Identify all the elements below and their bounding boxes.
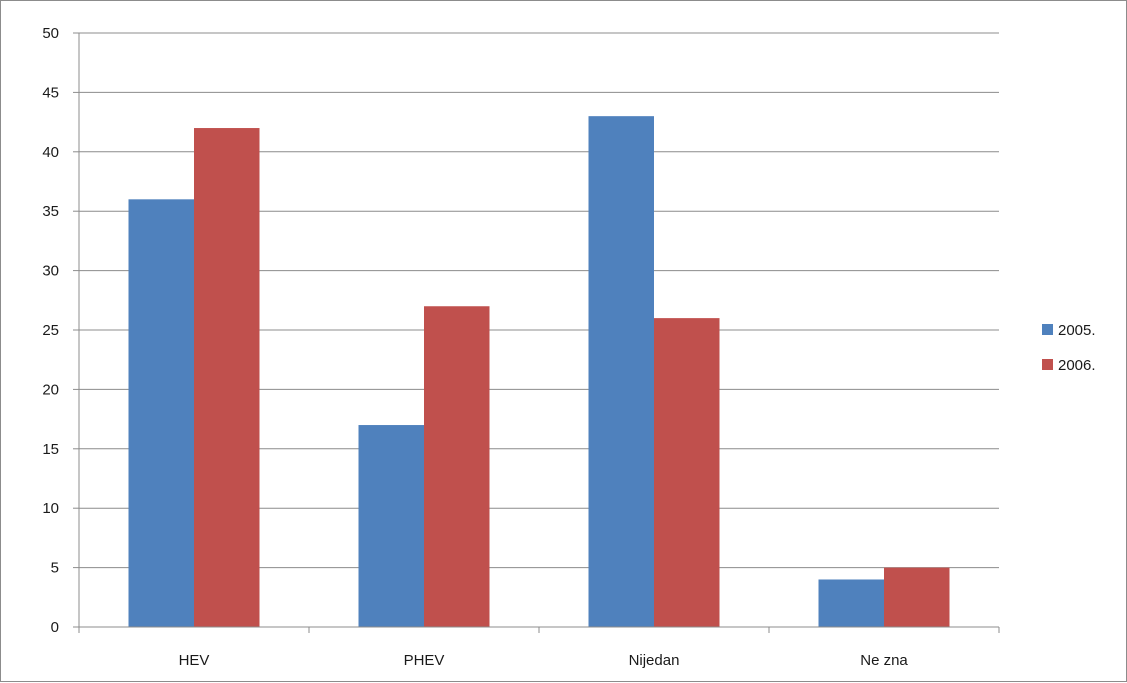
x-tick-label: Nijedan	[629, 652, 680, 669]
legend-swatch	[1042, 359, 1053, 370]
x-tick-label: Ne zna	[860, 652, 908, 669]
y-tick-label: 25	[42, 322, 59, 339]
x-tick-label: HEV	[179, 652, 210, 669]
bar-2005-phev	[358, 425, 424, 627]
y-tick-label: 10	[42, 500, 59, 517]
bar-2006-hev	[194, 128, 260, 627]
bar-2005-ne-zna	[818, 579, 884, 627]
y-tick-label: 20	[42, 381, 59, 398]
y-tick-label: 40	[42, 144, 59, 161]
y-tick-label: 35	[42, 203, 59, 220]
y-tick-label: 5	[51, 560, 59, 577]
bar-2005-nijedan	[588, 116, 654, 627]
y-tick-label: 45	[42, 84, 59, 101]
legend-label: 2005.	[1058, 322, 1096, 339]
x-axis-ticks: HEV PHEV Nijedan Ne zna	[78, 626, 1000, 669]
bars	[128, 116, 950, 627]
y-tick-label: 30	[42, 263, 59, 280]
x-tick-label: PHEV	[404, 652, 445, 669]
bar-2006-ne-zna	[884, 567, 950, 627]
legend-label: 2006.	[1058, 357, 1096, 374]
y-tick-label: 0	[51, 619, 59, 636]
bar-2005-hev	[128, 199, 194, 627]
y-tick-label: 50	[42, 25, 59, 42]
legend: 2005. 2006.	[1042, 322, 1096, 374]
bar-2006-phev	[424, 306, 490, 627]
bar-2006-nijedan	[654, 318, 720, 627]
y-tick-label: 15	[42, 441, 59, 458]
legend-swatch	[1042, 324, 1053, 335]
y-axis-ticks: 0 5 10 15 20 25 30 35 40 45 50	[42, 25, 59, 636]
